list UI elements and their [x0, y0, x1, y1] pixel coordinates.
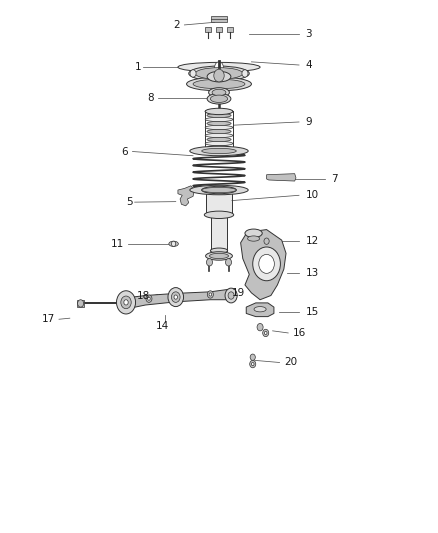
Ellipse shape — [190, 146, 248, 156]
Circle shape — [78, 300, 84, 307]
Circle shape — [226, 259, 232, 266]
Polygon shape — [178, 186, 194, 206]
Circle shape — [207, 291, 213, 298]
Ellipse shape — [205, 108, 233, 115]
Circle shape — [117, 291, 135, 314]
Ellipse shape — [169, 241, 178, 246]
Circle shape — [215, 62, 223, 72]
Circle shape — [250, 360, 256, 368]
Text: 8: 8 — [148, 93, 154, 103]
Text: 2: 2 — [173, 20, 180, 30]
Ellipse shape — [245, 229, 262, 238]
Polygon shape — [120, 289, 234, 310]
Circle shape — [174, 295, 177, 299]
Ellipse shape — [205, 133, 233, 138]
Text: 4: 4 — [305, 60, 312, 70]
Circle shape — [253, 247, 280, 281]
Circle shape — [146, 295, 152, 302]
Bar — [211, 215, 227, 251]
Ellipse shape — [203, 148, 235, 155]
Circle shape — [148, 297, 150, 300]
Circle shape — [121, 296, 131, 309]
Ellipse shape — [205, 109, 233, 114]
Circle shape — [190, 70, 196, 77]
Ellipse shape — [212, 90, 226, 95]
Ellipse shape — [205, 125, 233, 130]
Text: 17: 17 — [42, 314, 55, 324]
Circle shape — [251, 362, 254, 366]
Ellipse shape — [207, 93, 231, 104]
Circle shape — [242, 70, 248, 77]
Text: 13: 13 — [305, 268, 319, 278]
Circle shape — [264, 238, 269, 244]
Text: 7: 7 — [332, 174, 338, 184]
Polygon shape — [240, 230, 286, 300]
Text: 10: 10 — [305, 190, 318, 200]
Ellipse shape — [204, 211, 234, 219]
Polygon shape — [246, 303, 274, 317]
Bar — [211, 16, 227, 22]
Ellipse shape — [205, 117, 233, 122]
Polygon shape — [267, 174, 296, 181]
Circle shape — [171, 292, 180, 302]
Text: 20: 20 — [284, 358, 297, 367]
Ellipse shape — [208, 88, 230, 97]
Circle shape — [171, 241, 176, 246]
Ellipse shape — [190, 185, 248, 195]
Ellipse shape — [205, 141, 233, 146]
Circle shape — [225, 288, 237, 303]
Text: 9: 9 — [305, 117, 312, 127]
Circle shape — [263, 329, 269, 337]
Text: 14: 14 — [156, 320, 170, 330]
Circle shape — [228, 292, 234, 299]
Circle shape — [168, 288, 184, 306]
Circle shape — [214, 69, 224, 82]
Text: 16: 16 — [293, 328, 306, 338]
Ellipse shape — [205, 252, 233, 260]
Ellipse shape — [187, 77, 251, 91]
Ellipse shape — [207, 71, 231, 82]
Bar — [206, 194, 232, 215]
Text: 3: 3 — [305, 29, 312, 39]
Ellipse shape — [202, 188, 236, 192]
Text: 1: 1 — [134, 62, 141, 72]
Ellipse shape — [210, 248, 228, 253]
Bar — [216, 27, 222, 33]
Ellipse shape — [207, 138, 231, 142]
Text: 19: 19 — [232, 288, 245, 298]
Text: 15: 15 — [305, 308, 319, 317]
Ellipse shape — [189, 66, 249, 81]
Circle shape — [209, 293, 212, 296]
Ellipse shape — [202, 187, 236, 193]
Text: 6: 6 — [122, 147, 128, 157]
Text: 12: 12 — [305, 236, 319, 246]
Bar — [77, 300, 84, 306]
Circle shape — [250, 354, 255, 360]
Circle shape — [259, 254, 274, 273]
Ellipse shape — [207, 130, 231, 134]
Text: 11: 11 — [111, 239, 124, 249]
Text: 18: 18 — [137, 291, 150, 301]
Circle shape — [265, 332, 267, 335]
Ellipse shape — [205, 149, 233, 154]
Bar — [227, 27, 233, 33]
Circle shape — [124, 300, 128, 305]
Ellipse shape — [210, 95, 228, 102]
Ellipse shape — [207, 146, 231, 150]
Ellipse shape — [209, 253, 229, 259]
Ellipse shape — [202, 148, 236, 154]
Circle shape — [257, 324, 263, 331]
Ellipse shape — [207, 122, 231, 126]
Bar — [205, 27, 211, 33]
Ellipse shape — [254, 306, 266, 312]
Ellipse shape — [193, 79, 245, 89]
Ellipse shape — [207, 114, 231, 118]
Text: 5: 5 — [126, 197, 133, 207]
Ellipse shape — [178, 62, 260, 72]
Circle shape — [206, 259, 212, 266]
Ellipse shape — [247, 236, 260, 241]
Ellipse shape — [195, 68, 243, 79]
